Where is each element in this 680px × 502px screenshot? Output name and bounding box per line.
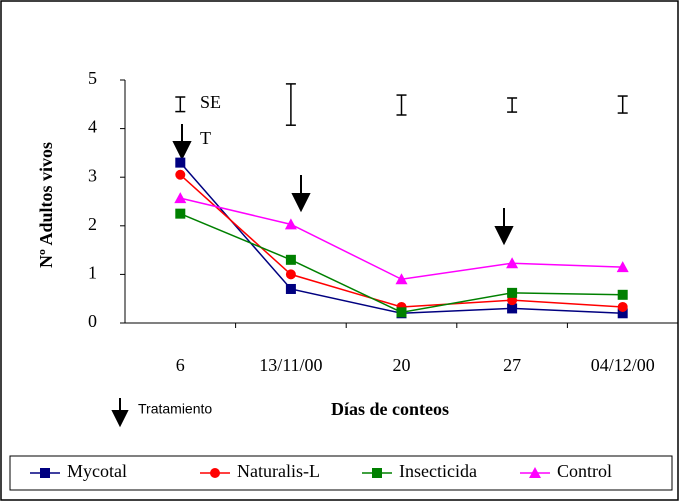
- legend-label: Control: [557, 461, 612, 481]
- x-tick-label: 20: [393, 355, 411, 375]
- x-tick-label: 04/12/00: [591, 355, 655, 375]
- point: [175, 208, 186, 219]
- treatment-mark: T: [200, 128, 211, 148]
- se-bar: [285, 83, 296, 126]
- se-bar: [507, 97, 518, 113]
- se-bar: [617, 95, 628, 114]
- legend-marker: [210, 468, 220, 478]
- point: [175, 157, 186, 168]
- point: [617, 308, 628, 319]
- x-axis-title: Días de conteos: [331, 399, 449, 419]
- y-axis-title: Nº Adultos vivos: [36, 142, 56, 268]
- point: [396, 307, 407, 318]
- legend-label: Mycotal: [67, 461, 127, 481]
- point: [395, 273, 408, 285]
- y-tick-label: 5: [88, 68, 97, 88]
- point: [174, 192, 187, 204]
- point: [507, 303, 518, 314]
- se-bar: [175, 96, 186, 113]
- point: [284, 218, 297, 230]
- x-tick-label: 6: [176, 355, 185, 375]
- point: [616, 261, 629, 273]
- legend-marker: [372, 468, 382, 478]
- legend-label: Naturalis-L: [237, 461, 320, 481]
- point: [506, 257, 519, 269]
- point: [285, 283, 296, 294]
- point: [617, 301, 628, 312]
- treatment-legend: Tratamiento: [138, 401, 212, 417]
- point: [285, 269, 296, 280]
- se-bar: [396, 94, 407, 116]
- x-tick-label: 27: [503, 355, 521, 375]
- legend-marker: [40, 468, 50, 478]
- y-tick-label: 1: [88, 263, 97, 283]
- legend-box: [9, 455, 673, 491]
- point: [175, 169, 186, 180]
- se-label: SE: [200, 92, 221, 112]
- y-tick-label: 4: [88, 117, 97, 137]
- point: [285, 254, 296, 265]
- legend-label: Insecticida: [399, 461, 477, 481]
- legend-marker: [529, 467, 541, 478]
- point: [507, 287, 518, 298]
- y-tick-label: 3: [88, 165, 97, 185]
- y-tick-label: 0: [88, 311, 97, 331]
- x-tick-label: 13/11/00: [259, 355, 322, 375]
- y-tick-label: 2: [88, 214, 97, 234]
- treatment-arrows: [111, 124, 514, 428]
- point: [617, 289, 628, 300]
